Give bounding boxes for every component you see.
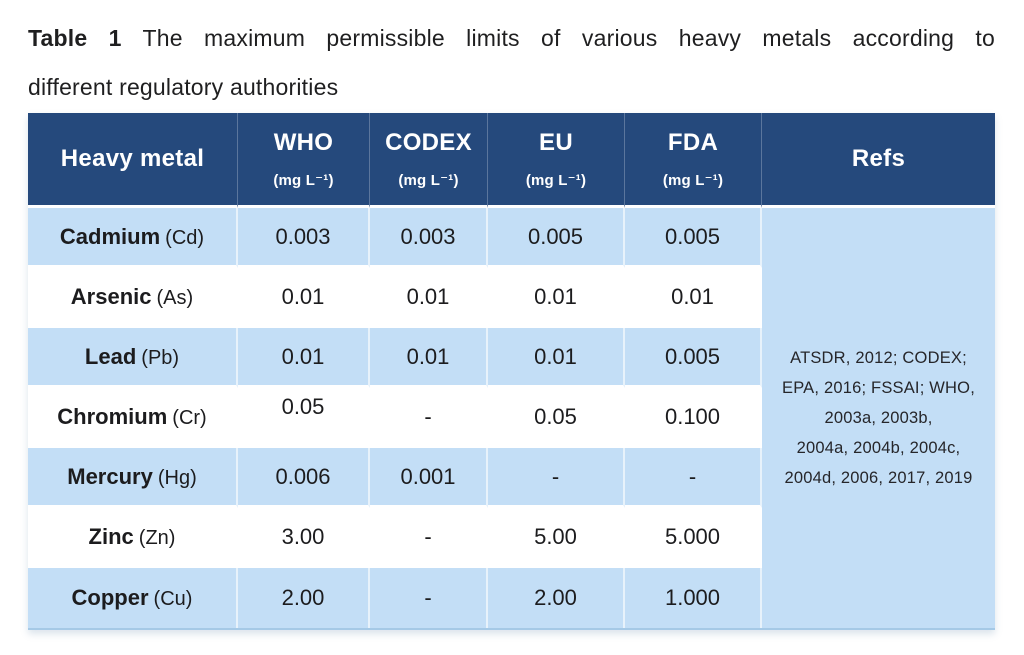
table-caption: Table 1 The maximum permissible limits o…	[28, 14, 995, 112]
caption-line-2: different regulatory authorities	[28, 74, 339, 100]
metal-cell: Lead (Pb)	[28, 328, 238, 388]
metal-cell: Cadmium (Cd)	[28, 208, 238, 268]
value-cell: 0.005	[625, 208, 762, 268]
col-header-refs: Refs	[762, 113, 995, 208]
value-cell: -	[625, 448, 762, 508]
value-cell: 0.01	[370, 268, 488, 328]
value-cell: 0.01	[625, 268, 762, 328]
fda-unit: (mg L⁻¹)	[662, 172, 724, 189]
value-cell: -	[370, 568, 488, 628]
metal-cell: Zinc (Zn)	[28, 508, 238, 568]
col-header-eu: EU (mg L⁻¹)	[488, 113, 625, 208]
table-body: Cadmium (Cd) 0.003 0.003 0.005 0.005 ATSD…	[28, 208, 995, 628]
codex-unit: (mg L⁻¹)	[398, 172, 459, 189]
caption-label: Table 1	[28, 25, 122, 51]
value-cell: -	[370, 508, 488, 568]
value-cell: 0.003	[370, 208, 488, 268]
value-cell: 0.006	[238, 448, 370, 508]
value-cell: 0.001	[370, 448, 488, 508]
value-cell: 0.01	[370, 328, 488, 388]
value-cell: 0.100	[625, 388, 762, 448]
heavy-metal-limits-table: Heavy metal WHO (mg L⁻¹) CODEX (mg L⁻¹) …	[28, 113, 995, 630]
table-header: Heavy metal WHO (mg L⁻¹) CODEX (mg L⁻¹) …	[28, 113, 995, 208]
value-cell: 0.05	[488, 388, 625, 448]
value-cell: -	[370, 388, 488, 448]
refs-cell: ATSDR, 2012; CODEX; EPA, 2016; FSSAI; WH…	[762, 208, 995, 628]
col-header-codex: CODEX (mg L⁻¹)	[370, 113, 488, 208]
value-cell: -	[488, 448, 625, 508]
metal-cell: Copper (Cu)	[28, 568, 238, 628]
value-cell: 0.01	[488, 328, 625, 388]
who-unit: (mg L⁻¹)	[273, 172, 334, 189]
metal-cell: Chromium (Cr)	[28, 388, 238, 448]
value-cell: 0.005	[488, 208, 625, 268]
col-header-fda: FDA (mg L⁻¹)	[625, 113, 762, 208]
eu-unit: (mg L⁻¹)	[525, 172, 587, 189]
value-cell: 5.00	[488, 508, 625, 568]
value-cell: 3.00	[238, 508, 370, 568]
page: Table 1 The maximum permissible limits o…	[28, 14, 995, 630]
table-row-lead: Lead (Pb) 0.01 0.01 0.01 0.005	[28, 328, 995, 388]
table-row-zinc: Zinc (Zn) 3.00 - 5.00 5.000	[28, 508, 995, 568]
value-cell: 2.00	[488, 568, 625, 628]
caption-text-1: The maximum permissible limits of variou…	[142, 25, 995, 51]
value-cell: 0.005	[625, 328, 762, 388]
value-cell: 0.05	[238, 388, 370, 448]
caption-line-1: Table 1 The maximum permissible limits o…	[28, 14, 995, 63]
value-cell: 0.01	[238, 268, 370, 328]
table-row-copper: Copper (Cu) 2.00 - 2.00 1.000	[28, 568, 995, 628]
table-row-cadmium: Cadmium (Cd) 0.003 0.003 0.005 0.005 ATSD…	[28, 208, 995, 628]
value-cell: 0.01	[238, 328, 370, 388]
metal-cell: Arsenic (As)	[28, 268, 238, 328]
table-row-mercury: Mercury (Hg) 0.006 0.001 - -	[28, 448, 995, 508]
value-cell: 2.00	[238, 568, 370, 628]
value-cell: 1.000	[625, 568, 762, 628]
col-header-heavy-metal: Heavy metal	[28, 113, 238, 208]
value-cell: 0.003	[238, 208, 370, 268]
metal-cell: Mercury (Hg)	[28, 448, 238, 508]
table-row-chromium: Chromium (Cr) 0.05 - 0.05 0.100	[28, 388, 995, 448]
value-cell: 5.000	[625, 508, 762, 568]
value-cell: 0.01	[488, 268, 625, 328]
header-row: Heavy metal WHO (mg L⁻¹) CODEX (mg L⁻¹) …	[28, 113, 995, 208]
table-row-arsenic: Arsenic (As) 0.01 0.01 0.01 0.01	[28, 268, 995, 328]
col-header-who: WHO (mg L⁻¹)	[238, 113, 370, 208]
